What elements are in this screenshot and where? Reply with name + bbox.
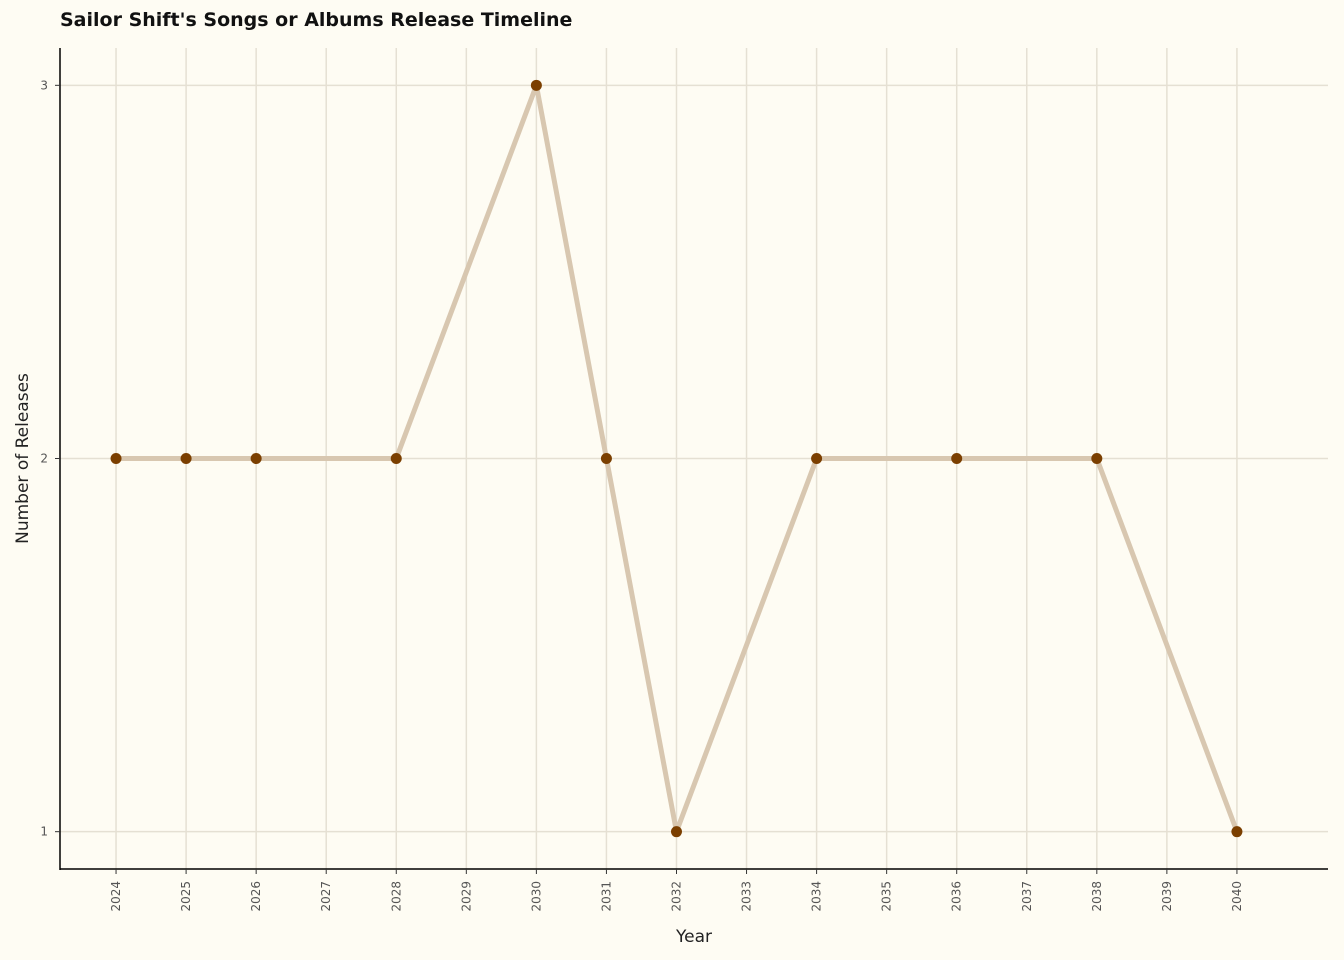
data-point [1231, 826, 1243, 838]
data-point [250, 453, 262, 464]
data-point [951, 453, 963, 464]
x-tick-label: 2037 [1020, 881, 1034, 912]
y-axis-ticks: 1 2 3 [40, 78, 60, 839]
x-tick-label: 2026 [249, 881, 263, 912]
x-tick-label: 2035 [880, 881, 894, 912]
x-tick-label: 2032 [669, 881, 683, 912]
y-tick-label: 1 [40, 825, 48, 839]
x-tick-label: 2040 [1230, 881, 1244, 912]
x-tick-label: 2024 [109, 881, 123, 912]
x-tick-label: 2028 [389, 881, 403, 912]
y-axis-title: Number of Releases [13, 373, 33, 544]
data-point [530, 79, 542, 91]
x-tick-label: 2033 [740, 881, 754, 912]
chart-title: Sailor Shift's Songs or Albums Release T… [60, 9, 573, 31]
data-point [600, 453, 612, 464]
data-point [811, 453, 823, 464]
data-point [110, 453, 122, 464]
x-tick-label: 2036 [950, 881, 964, 912]
x-tick-label: 2029 [459, 881, 473, 912]
y-tick-label: 2 [40, 452, 48, 466]
x-tick-label: 2025 [179, 881, 193, 912]
x-tick-label: 2038 [1090, 881, 1104, 912]
x-tick-label: 2027 [319, 881, 333, 912]
data-point [670, 826, 682, 838]
data-point [1091, 453, 1103, 464]
data-point [390, 453, 402, 464]
x-axis-title: Year [675, 927, 712, 947]
x-tick-label: 2031 [599, 881, 613, 912]
data-point [180, 453, 192, 464]
data-points [110, 79, 1243, 838]
x-tick-label: 2030 [529, 881, 543, 912]
x-tick-label: 2034 [810, 881, 824, 912]
y-tick-label: 3 [40, 78, 48, 92]
x-axis-ticks: 2024 2025 2026 2027 2028 2029 2030 2031 2032 2033… [109, 869, 1244, 912]
x-tick-label: 2039 [1160, 881, 1174, 912]
